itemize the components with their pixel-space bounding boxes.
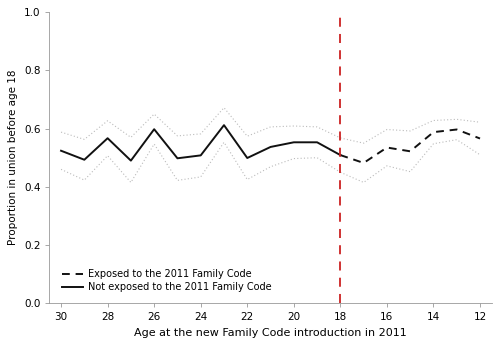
Legend: Exposed to the 2011 Family Code, Not exposed to the 2011 Family Code: Exposed to the 2011 Family Code, Not exp…: [58, 266, 274, 295]
X-axis label: Age at the new Family Code introduction in 2011: Age at the new Family Code introduction …: [134, 328, 407, 338]
Y-axis label: Proportion in union before age 18: Proportion in union before age 18: [8, 70, 18, 245]
